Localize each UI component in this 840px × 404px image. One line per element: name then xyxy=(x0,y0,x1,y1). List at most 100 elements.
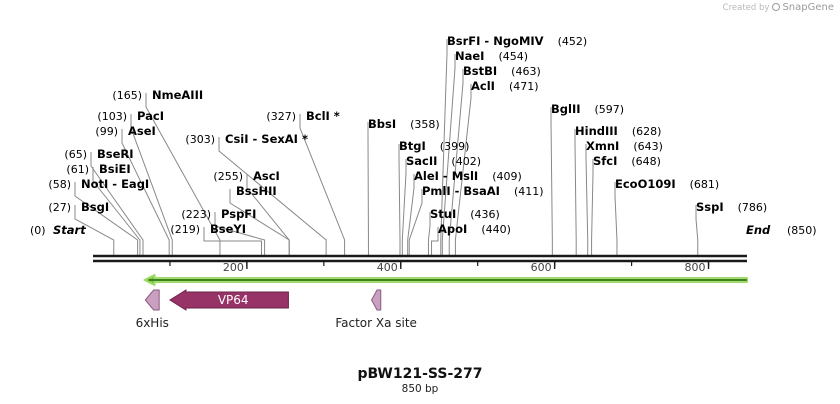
site-name-bbsi: BbsI xyxy=(368,117,396,131)
site-name-pspfi: PspFI xyxy=(221,207,256,221)
site-line-bsgi xyxy=(74,205,115,255)
site-name-eco0109i: EcoO109I xyxy=(615,177,676,191)
site-acli: AclI (471) xyxy=(471,79,539,93)
site-position-bbsi: (358) xyxy=(410,118,440,131)
site-lines xyxy=(74,39,699,255)
site-name-sacii: SacII xyxy=(406,154,437,168)
feature-shape-his6 xyxy=(144,289,160,311)
site-name-apoi: ApoI xyxy=(438,222,467,236)
site-line-pspfi xyxy=(214,212,266,255)
end-marker: End (850) xyxy=(746,223,817,237)
site-name-sfci: SfcI xyxy=(593,154,617,168)
feature-label-factor-xa: Factor Xa site xyxy=(335,316,417,330)
end-label: End xyxy=(746,223,771,237)
site-position-sfci: (648) xyxy=(631,155,661,168)
site-name-hindiii: HindIII xyxy=(575,124,618,138)
site-pmli-bsaai: PmlI - BsaAI (411) xyxy=(422,184,544,198)
site-bsshii: BssHII xyxy=(236,184,277,198)
site-bseyi: (219) BseYI xyxy=(170,222,246,236)
site-line-sacii xyxy=(401,159,407,255)
site-line-sspi xyxy=(695,205,699,255)
site-line-bseyi xyxy=(203,227,263,255)
ruler-label-800: 800 xyxy=(685,261,706,274)
feature-shape-vp64 xyxy=(168,289,289,311)
site-line-bstbi xyxy=(448,69,464,255)
site-position-pmli-bsaai: (411) xyxy=(514,185,544,198)
site-position-hindiii: (628) xyxy=(632,125,662,138)
site-line-bgtii xyxy=(398,144,401,255)
site-sacii: SacII (402) xyxy=(406,154,481,168)
site-position-xmni: (643) xyxy=(633,140,663,153)
site-line-alei-msli xyxy=(407,174,415,255)
snapgene-logo-icon xyxy=(772,3,781,11)
site-position-beri: (65) xyxy=(64,148,87,161)
orf-arrow xyxy=(143,274,748,286)
site-line-csii-sexai xyxy=(218,137,327,255)
site-line-xmni xyxy=(585,144,589,255)
site-position-bsgi: (27) xyxy=(48,201,71,214)
site-position-bstbi: (463) xyxy=(511,65,541,78)
site-line-sfci xyxy=(591,159,594,255)
site-line-bcli xyxy=(299,114,346,255)
ruler-label-400: 400 xyxy=(377,261,398,274)
site-sfci: SfcI (648) xyxy=(593,154,661,168)
site-name-bsiei: BsiEI xyxy=(99,162,131,176)
feature-shape-factor-xa xyxy=(370,289,382,311)
site-line-eco0109i xyxy=(614,182,618,255)
site-name-bsgi: BsgI xyxy=(81,200,109,214)
site-sspi: SspI (786) xyxy=(696,200,767,214)
site-name-bsshii: BssHII xyxy=(236,184,277,198)
site-position-bcli: (327) xyxy=(266,110,296,123)
site-position-noti-eagi: (58) xyxy=(48,178,71,191)
site-position-eco0109i: (681) xyxy=(690,178,720,191)
site-name-csii-sexai: CsiI - SexAI * xyxy=(225,132,308,146)
site-line-paci xyxy=(130,114,173,255)
site-noti-eagi: (58) NotI - EagI xyxy=(48,177,149,191)
ruler: 200 400 600 800 xyxy=(169,261,710,274)
site-position-bgtii: (399) xyxy=(440,140,470,153)
site-beri: (65) BseRI xyxy=(64,147,133,161)
site-naei: NaeI (454) xyxy=(455,49,528,63)
site-asci: (255) AscI xyxy=(213,169,279,183)
site-stui: StuI (436) xyxy=(430,207,500,221)
site-name-noti-eagi: NotI - EagI xyxy=(81,177,149,191)
site-name-asci: AscI xyxy=(253,169,280,183)
site-apoi: ApoI (440) xyxy=(438,222,511,236)
feature-label-his6: 6xHis xyxy=(136,316,169,330)
site-labels: (27) BsgI (58) NotI - EagI(61) BsiEI (65) BseR… xyxy=(48,34,767,236)
site-name-pmli-bsaai: PmlI - BsaAI xyxy=(422,184,500,198)
site-position-csii-sexai: (303) xyxy=(185,133,215,146)
plasmid-length: 850 bp xyxy=(402,383,439,395)
feature-his6: 6xHis xyxy=(136,289,169,330)
site-bsgi: (27) BsgI xyxy=(48,200,109,214)
start-marker: (0) Start xyxy=(30,223,86,237)
site-line-acli xyxy=(454,84,472,255)
site-name-nmeaiii: NmeAIII xyxy=(152,88,203,102)
snapgene-watermark: Created by SnapGene xyxy=(723,2,834,13)
site-line-bsiei xyxy=(92,167,141,255)
site-name-naei: NaeI xyxy=(455,49,484,63)
site-line-pmli-bsaai xyxy=(408,189,423,255)
watermark-created-by: Created by xyxy=(722,3,770,13)
site-eco0109i: EcoO109I (681) xyxy=(615,177,719,191)
site-line-noti-eagi xyxy=(74,182,139,255)
site-line-bglii xyxy=(550,107,553,255)
site-name-stui: StuI xyxy=(430,207,456,221)
site-position-pspfi: (223) xyxy=(181,208,211,221)
site-line-stui xyxy=(427,212,431,255)
site-line-naei xyxy=(441,54,456,255)
site-name-alei-msli: AleI - MslI xyxy=(414,169,478,183)
site-position-bseyi: (219) xyxy=(170,223,200,236)
end-position: (850) xyxy=(787,224,817,237)
start-label: Start xyxy=(53,223,86,237)
ruler-label-200: 200 xyxy=(223,261,244,274)
site-xmni: XmnI (643) xyxy=(586,139,663,153)
site-position-asei: (99) xyxy=(95,125,118,138)
site-line-bsrfi-ngomiv xyxy=(440,39,448,255)
site-paci: (103) PacI xyxy=(97,109,164,123)
site-alei-msli: AleI - MslI (409) xyxy=(414,169,522,183)
site-position-bglii: (597) xyxy=(595,103,625,116)
site-line-asei xyxy=(121,129,170,255)
features: 6xHis VP64 Factor Xa site xyxy=(136,289,417,330)
